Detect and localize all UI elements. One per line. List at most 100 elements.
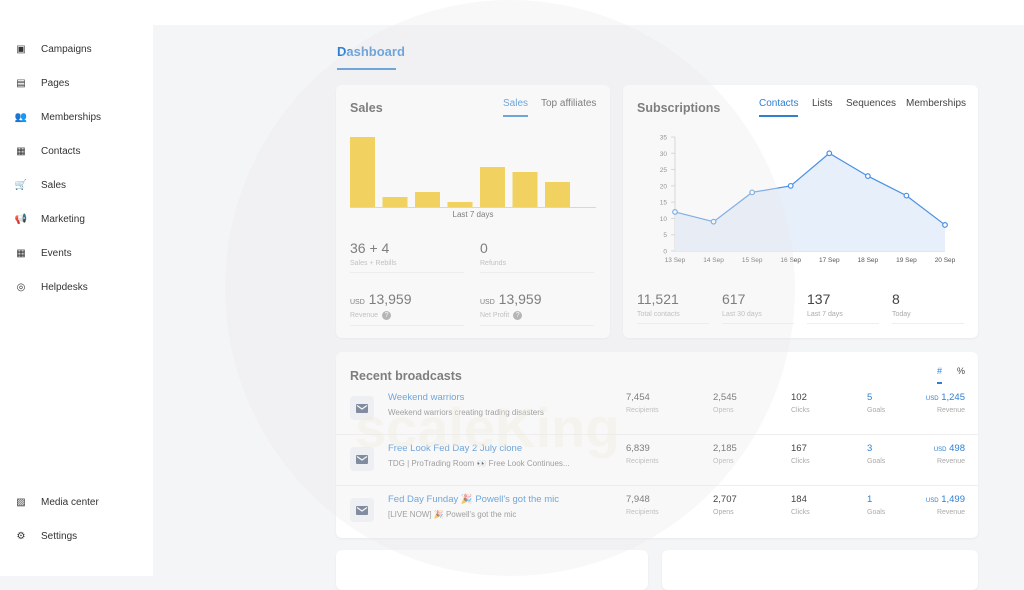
x-tick-label: 20 Sep (935, 257, 956, 264)
stat-net-profit: USD 13,959 Net Profit? (480, 291, 594, 326)
broadcast-subtitle: TDG | ProTrading Room 👀 Free Look Contin… (388, 459, 570, 468)
y-tick-label: 15 (660, 200, 668, 207)
sidebar-item-label: Memberships (41, 111, 102, 123)
broadcast-title-link[interactable]: Free Look Fed Day 2 July clone (388, 443, 523, 454)
sidebar-item-marketing[interactable]: 📢 Marketing (14, 212, 85, 226)
data-point (864, 173, 871, 179)
sidebar-item-label: Marketing (41, 213, 85, 225)
sales-card: Sales Sales Top affiliates Last 7 days 3… (336, 85, 610, 338)
y-tick-label: 35 (660, 135, 668, 142)
series-line (674, 152, 946, 226)
sidebar: ▣ Campaigns ▤ Pages 👥 Memberships ▦ Contacts 🛒 Sa… (0, 0, 153, 576)
x-tick-label: 18 Sep (858, 257, 879, 264)
x-tick-label: 14 Sep (703, 257, 724, 264)
sidebar-item-pages[interactable]: ▤ Pages (14, 76, 69, 90)
y-tick-label: 20 (660, 183, 668, 190)
clicks-metric: 102 Clicks (791, 392, 810, 414)
sales-bar-chart (350, 137, 596, 208)
sidebar-item-label: Media center (41, 496, 99, 508)
bottom-card (662, 550, 978, 590)
broadcast-row[interactable]: Fed Day Funday 🎉 Powell's got the mic [L… (336, 486, 978, 537)
y-tick-label: 25 (660, 167, 668, 174)
sidebar-item-helpdesks[interactable]: ◎ Helpdesks (14, 280, 88, 294)
contact-icon: ▦ (16, 145, 26, 157)
sidebar-item-label: Sales (41, 179, 67, 191)
bar (480, 167, 505, 207)
tab-dashboard[interactable]: Dashboard (337, 44, 405, 70)
broadcast-row[interactable]: Free Look Fed Day 2 July clone TDG | Pro… (336, 435, 978, 486)
y-tick-label: 30 (660, 151, 668, 158)
opens-metric: 2,185 Opens (713, 443, 737, 465)
toggle-count[interactable]: # (937, 366, 943, 384)
stat-revenue: USD 13,959 Revenue? (350, 291, 464, 326)
broadcast-title-link[interactable]: Fed Day Funday 🎉 Powell's got the mic (388, 494, 559, 505)
gear-icon: ⚙ (16, 530, 26, 542)
clicks-metric: 184 Clicks (791, 494, 810, 516)
toggle-percent[interactable]: % (957, 366, 966, 376)
data-point (826, 150, 833, 157)
broadcast-row[interactable]: Weekend warriors Weekend warriors creati… (336, 384, 978, 435)
goals-metric: 5 Goals (867, 392, 886, 414)
megaphone-icon: 📢 (14, 213, 28, 225)
revenue-metric: USD 498 Revenue (933, 443, 965, 465)
data-point (672, 209, 678, 215)
envelope-icon (350, 447, 374, 471)
media-icon: ▨ (16, 496, 26, 508)
card-title: Recent broadcasts (350, 369, 462, 383)
tab-contacts[interactable]: Contacts (759, 98, 799, 117)
sidebar-item-contacts[interactable]: ▦ Contacts (14, 144, 80, 158)
x-tick-label: 17 Sep (819, 257, 840, 264)
data-point (749, 189, 756, 196)
sidebar-item-media-center[interactable]: ▨ Media center (14, 495, 99, 509)
card-title: Sales (350, 101, 383, 115)
x-tick-label: 16 Sep (780, 257, 801, 264)
recipients-metric: 7,454 Recipients (626, 392, 659, 414)
stat-last-7-days: 137 Last 7 days (807, 291, 879, 324)
stat-sales-rebills: 36 + 4 Sales + Rebills (350, 240, 464, 273)
sidebar-item-events[interactable]: ▦ Events (14, 246, 72, 260)
people-icon: 👥 (14, 111, 28, 123)
data-point (942, 222, 948, 228)
broadcast-title-link[interactable]: Weekend warriors (388, 392, 465, 403)
bar (545, 182, 570, 207)
stat-today: 8 Today (892, 291, 964, 324)
cart-icon: 🛒 (14, 179, 28, 191)
y-tick-label: 5 (663, 232, 667, 239)
broadcast-subtitle: [LIVE NOW] 🎉 Powell's got the mic (388, 510, 517, 519)
sidebar-item-campaigns[interactable]: ▣ Campaigns (14, 42, 92, 56)
tab-sales[interactable]: Sales (503, 98, 529, 117)
bottom-card (336, 550, 648, 590)
sidebar-item-label: Helpdesks (41, 281, 88, 293)
x-tick-label: 15 Sep (742, 257, 763, 264)
clicks-metric: 167 Clicks (791, 443, 810, 465)
bar (447, 202, 473, 207)
recipients-metric: 6,839 Recipients (626, 443, 659, 465)
x-tick-label: 13 Sep (665, 257, 686, 264)
sidebar-item-label: Campaigns (41, 43, 92, 55)
data-point (903, 192, 910, 199)
tab-lists[interactable]: Lists (812, 98, 833, 109)
envelope-icon (350, 396, 374, 420)
sidebar-item-label: Events (41, 247, 72, 259)
sidebar-item-memberships[interactable]: 👥 Memberships (14, 110, 101, 124)
tab-sequences[interactable]: Sequences (846, 98, 897, 109)
period-label: Last 7 days (452, 210, 494, 219)
area-fill (675, 153, 945, 251)
subscriptions-line-chart: 0 5 10 15 20 25 30 35 13 Sep 14 Sep 15 Sep 16 Sep 17… (660, 135, 956, 265)
bar (350, 137, 375, 207)
subscriptions-card: Subscriptions Contacts Lists Sequences M… (623, 85, 978, 338)
help-icon[interactable]: ? (513, 311, 523, 320)
goals-metric: 3 Goals (867, 443, 886, 465)
help-icon[interactable]: ? (382, 311, 392, 320)
card-title: Subscriptions (637, 101, 721, 115)
goals-metric: 1 Goals (867, 494, 886, 516)
sidebar-item-settings[interactable]: ⚙ Settings (14, 529, 78, 543)
sidebar-item-sales[interactable]: 🛒 Sales (14, 178, 66, 192)
sidebar-item-label: Pages (41, 77, 70, 89)
data-point (787, 182, 794, 189)
sidebar-item-label: Settings (41, 530, 78, 542)
broadcast-subtitle: Weekend warriors creating trading disast… (388, 408, 544, 417)
tab-top-affiliates[interactable]: Top affiliates (541, 98, 597, 109)
tab-memberships[interactable]: Memberships (906, 98, 967, 109)
stat-refunds: 0 Refunds (480, 240, 594, 273)
